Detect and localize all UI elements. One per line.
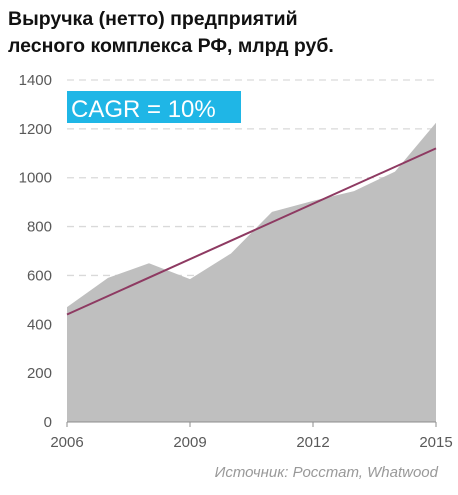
y-tick-label: 400 <box>27 316 52 333</box>
title-line-2: лесного комплекса РФ, млрд руб. <box>8 35 334 57</box>
cagr-annotation: CAGR = 10% <box>67 91 241 123</box>
y-axis-ticks: 0 200 400 600 800 1000 1200 1400 <box>19 72 52 431</box>
cagr-annotation-background <box>67 91 241 123</box>
data-point-2015 <box>435 121 438 124</box>
y-tick-label: 1000 <box>19 170 52 187</box>
y-tick-label: 0 <box>44 414 52 431</box>
data-point-2012 <box>312 199 315 202</box>
data-point-2008 <box>148 262 151 265</box>
data-point-2014 <box>394 170 397 173</box>
source-note: Источник: Росстат, Whatwood <box>214 464 438 481</box>
cagr-annotation-label: CAGR = 10% <box>71 96 216 123</box>
data-point-2011 <box>271 210 274 213</box>
y-tick-label: 600 <box>27 267 52 284</box>
title-line-1: Выручка (нетто) предприятий <box>8 8 298 30</box>
data-point-2007 <box>107 276 110 279</box>
y-tick-label: 200 <box>27 365 52 382</box>
cagr-trend-line <box>66 147 437 316</box>
y-tick-label: 1400 <box>19 72 52 89</box>
x-tick-label: 2015 <box>419 434 452 451</box>
x-tick-label: 2006 <box>50 434 83 451</box>
x-tick-label: 2012 <box>296 434 329 451</box>
x-axis-ticks: 2006 2009 2012 2015 <box>50 422 453 451</box>
y-tick-label: 800 <box>27 219 52 236</box>
chart-title: Выручка (нетто) предприятий лесного комп… <box>8 6 448 60</box>
data-point-2013 <box>353 190 356 193</box>
x-tick-label: 2009 <box>173 434 206 451</box>
data-point-2010 <box>230 252 233 255</box>
y-tick-label: 1200 <box>19 121 52 138</box>
data-point-2006 <box>66 306 69 309</box>
data-point-2009 <box>189 278 192 281</box>
revenue-area <box>67 122 436 422</box>
